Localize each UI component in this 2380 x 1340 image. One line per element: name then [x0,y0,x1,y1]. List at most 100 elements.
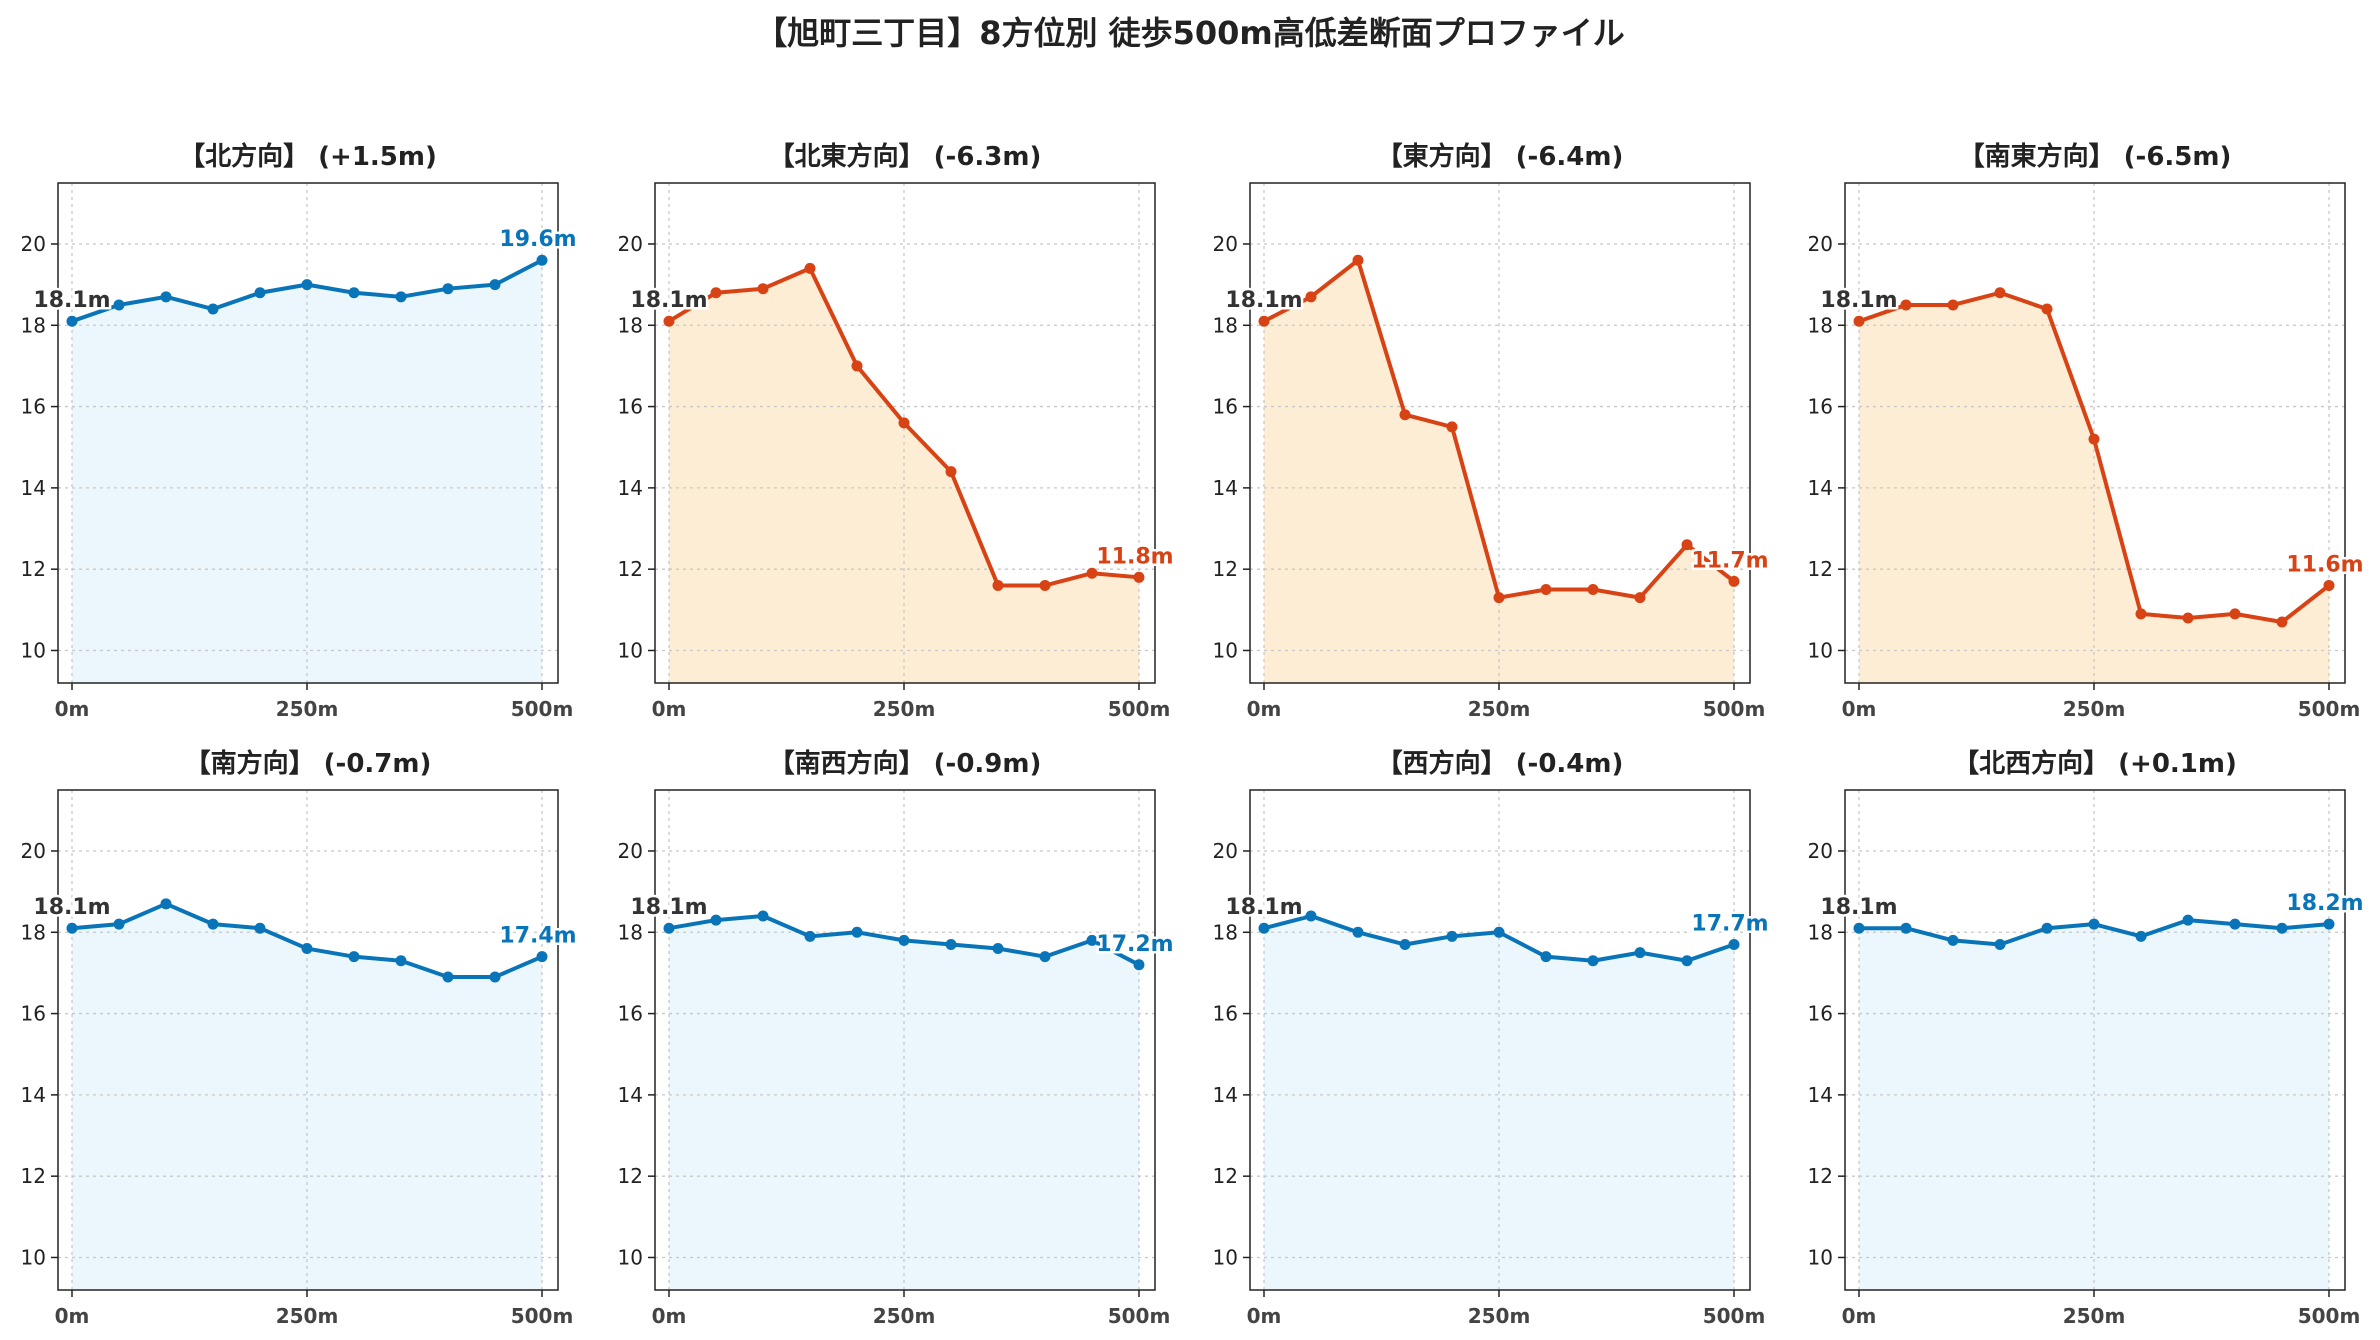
subplot: 【西方向】 (-0.4m) 10 12 14 16 18 20 0m 250m 500m 18.1m… [1213,748,1772,1328]
ytick-label: 16 [1808,395,1833,419]
data-point [1086,934,1098,946]
data-point [395,955,407,967]
ytick-label: 20 [618,839,643,863]
data-point [945,466,957,478]
start-value-label: 18.1m [630,288,707,313]
ytick-label: 20 [21,232,46,256]
ytick-label: 16 [1808,1002,1833,1026]
data-point [1258,315,1270,327]
data-point [66,315,78,327]
xtick-label: 500m [2298,697,2361,721]
subplot: 【南東方向】 (-6.5m) 10 12 14 16 18 20 0m 250m 500m 18.1… [1808,141,2367,721]
data-point [851,926,863,938]
start-value-label: 18.1m [1820,288,1897,313]
ytick-label: 10 [1213,1245,1238,1269]
subplot-title: 【南西方向】 (-0.9m) [769,748,1042,779]
data-point [1853,922,1865,934]
data-point [66,922,78,934]
data-point [1493,926,1505,938]
xtick-label: 250m [2063,697,2126,721]
ytick-label: 16 [618,395,643,419]
data-point [663,922,675,934]
data-point [160,291,172,303]
data-point [710,914,722,926]
plot-frame [1844,789,2346,1291]
end-value-label: 17.4m [499,924,576,949]
subplot: 【北東方向】 (-6.3m) 10 12 14 16 18 20 0m 250m 500m 18.1… [618,141,1177,721]
ytick-label: 20 [618,232,643,256]
subplot-title: 【南方向】 (-0.7m) [185,748,432,779]
data-point [1352,926,1364,938]
subplot: 【南方向】 (-0.7m) 10 12 14 16 18 20 0m 250m 500m 18.1m… [21,748,580,1328]
ytick-label: 16 [1213,395,1238,419]
data-point [1540,584,1552,596]
ytick-label: 12 [1808,557,1833,581]
figure-title: 【旭町三丁目】8方位別 徒歩500m高低差断面プロファイル [755,14,1625,52]
xtick-label: 500m [1703,697,1766,721]
subplot: 【北方向】 (+1.5m) 10 12 14 16 18 20 0m 250m 500m 18.1m… [21,141,580,721]
xtick-label: 500m [1108,1304,1171,1328]
plot-frame [57,789,559,1291]
end-value-label: 11.7m [1691,548,1768,573]
data-point [536,254,548,266]
data-point [2041,303,2053,315]
data-point [898,934,910,946]
data-point [1493,592,1505,604]
area-fill [669,916,1139,1290]
ytick-label: 10 [618,638,643,662]
end-value-label: 19.6m [499,227,576,252]
data-point [1587,955,1599,967]
xtick-label: 250m [873,1304,936,1328]
data-point [2088,433,2100,445]
data-point [2323,579,2335,591]
ytick-label: 12 [1213,1164,1238,1188]
plot-frame [654,789,1156,1291]
data-point [1728,938,1740,950]
plot-frame [57,182,559,684]
data-point [395,291,407,303]
xtick-label: 0m [652,1304,687,1328]
subplot: 【東方向】 (-6.4m) 10 12 14 16 18 20 0m 250m 500m 18.1m… [1213,141,1772,721]
data-point [1681,955,1693,967]
data-point [160,898,172,910]
ytick-label: 10 [1213,638,1238,662]
end-value-label: 11.8m [1096,544,1173,569]
data-point [2323,918,2335,930]
xtick-label: 0m [55,1304,90,1328]
data-point [254,287,266,299]
ytick-label: 16 [21,1002,46,1026]
ytick-label: 14 [618,476,643,500]
ytick-label: 18 [21,313,46,337]
ytick-label: 14 [21,476,46,500]
subplot-title: 【西方向】 (-0.4m) [1377,748,1624,779]
start-value-label: 18.1m [33,895,110,920]
data-point [2229,608,2241,620]
data-point [804,930,816,942]
ytick-label: 10 [618,1245,643,1269]
xtick-label: 500m [2298,1304,2361,1328]
data-point [1634,592,1646,604]
data-point [1258,922,1270,934]
data-point [757,910,769,922]
data-point [207,918,219,930]
start-value-label: 18.1m [1225,895,1302,920]
plot-frame [1249,182,1751,684]
ytick-label: 16 [1213,1002,1238,1026]
data-point [1446,421,1458,433]
subplot-title: 【北西方向】 (+0.1m) [1953,748,2237,779]
ytick-label: 16 [21,395,46,419]
data-point [2041,922,2053,934]
data-point [442,283,454,295]
xtick-label: 250m [873,697,936,721]
ytick-label: 10 [1808,638,1833,662]
data-point [945,938,957,950]
xtick-label: 0m [1247,697,1282,721]
ytick-label: 14 [21,1083,46,1107]
data-point [1994,938,2006,950]
xtick-label: 0m [1842,697,1877,721]
data-point [1446,930,1458,942]
data-point [2135,608,2147,620]
ytick-label: 18 [618,920,643,944]
start-value-label: 18.1m [33,288,110,313]
ytick-label: 20 [21,839,46,863]
